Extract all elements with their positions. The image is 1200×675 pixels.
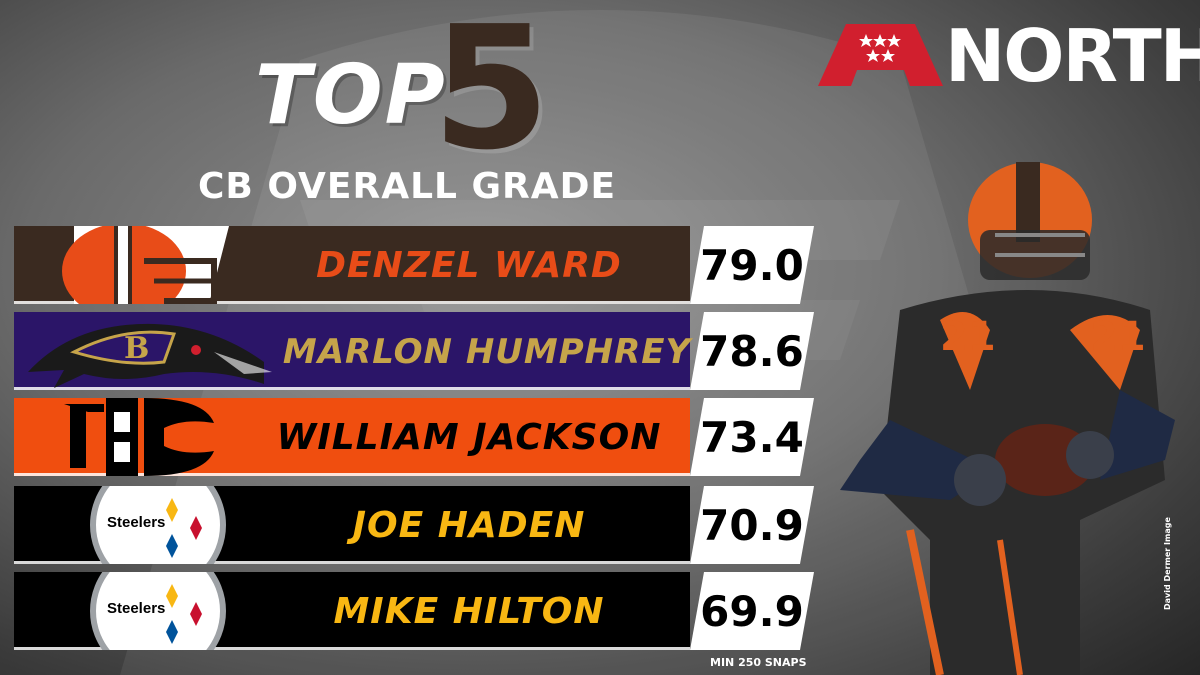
- title-number: 5: [432, 0, 551, 188]
- svg-text:21: 21: [940, 314, 996, 360]
- division-name: NORTH: [945, 14, 1200, 98]
- title-top-word: TOP: [255, 48, 447, 143]
- steelers-logo-mark: [90, 572, 226, 650]
- grade-value: 70.9: [700, 501, 804, 550]
- photo-credit: David Dermer Image: [1163, 517, 1172, 610]
- bengals-logo: [64, 398, 214, 476]
- player-name: DENZEL WARD: [316, 245, 622, 286]
- steelers-logo-text: Steelers: [107, 600, 166, 617]
- ravens-logo: B: [28, 323, 272, 388]
- player-name: WILLIAM JACKSON: [276, 417, 662, 458]
- grade-box: 70.9: [690, 486, 814, 564]
- svg-text:21: 21: [1090, 314, 1146, 360]
- grade-box: 79.0: [690, 226, 814, 304]
- player-name: MIKE HILTON: [333, 591, 605, 632]
- afc-shield-logo: [818, 24, 943, 86]
- grade-value: 73.4: [700, 413, 804, 462]
- player-name: JOE HADEN: [352, 505, 586, 546]
- steelers-logo: Steelers: [14, 486, 229, 564]
- grade-box: 69.9: [690, 572, 814, 650]
- grade-box: 78.6: [690, 312, 814, 390]
- grade-value: 79.0: [700, 241, 804, 290]
- grade-value: 69.9: [700, 587, 804, 636]
- steelers-logo-mark: [90, 486, 226, 564]
- footnote: MIN 250 SNAPS: [710, 656, 807, 669]
- browns-helmet-logo: [62, 226, 229, 304]
- player-name: MARLON HUMPHREY: [282, 332, 692, 372]
- steelers-logo-text: Steelers: [107, 514, 166, 531]
- svg-text:B: B: [124, 331, 149, 366]
- player-photo: 21 21: [840, 162, 1175, 675]
- grade-value: 78.6: [700, 327, 804, 376]
- grade-box: 73.4: [690, 398, 814, 476]
- chart-subtitle: CB OVERALL GRADE: [198, 166, 617, 207]
- steelers-logo: Steelers: [14, 572, 229, 650]
